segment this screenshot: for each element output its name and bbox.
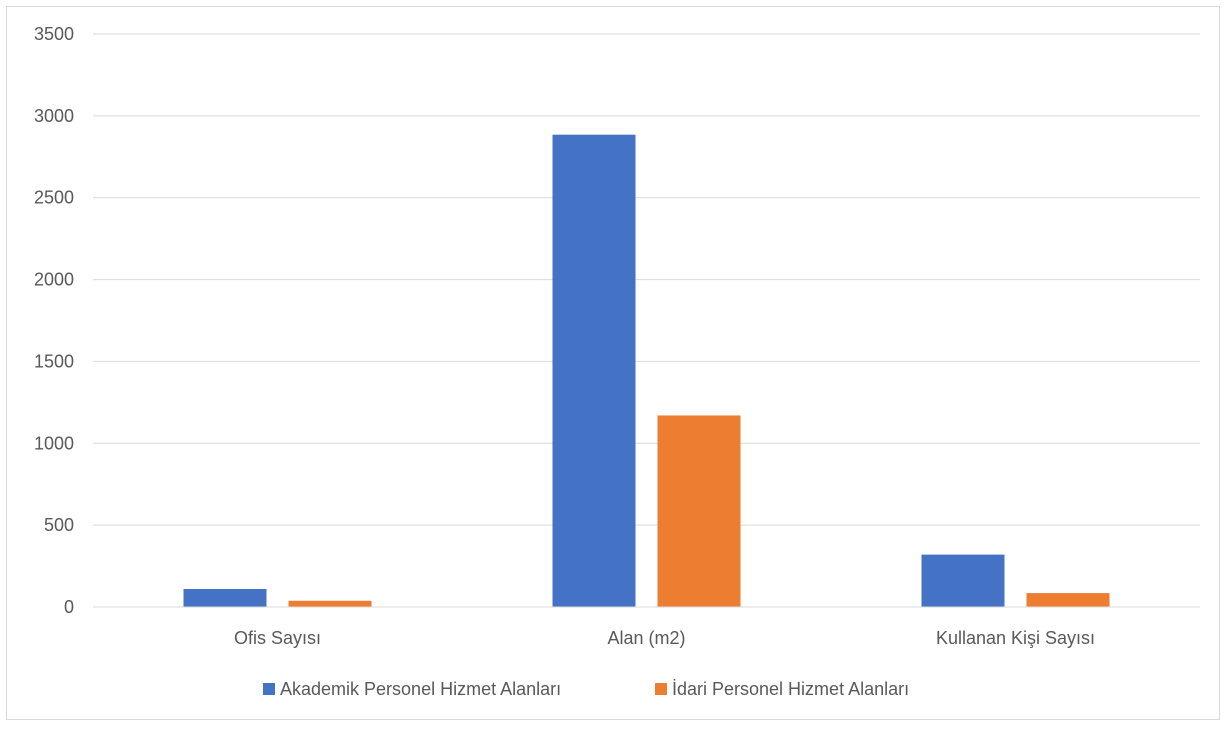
x-tick-label: Kullanan Kişi Sayısı xyxy=(936,628,1095,648)
x-tick-label: Alan (m2) xyxy=(607,628,685,648)
y-tick-label: 3000 xyxy=(34,106,74,126)
y-tick-label: 0 xyxy=(64,597,74,617)
legend-swatch xyxy=(263,683,275,695)
y-axis-ticks: 0 500 1000 1500 2000 2500 3000 3500 xyxy=(34,24,74,617)
y-tick-label: 2000 xyxy=(34,270,74,290)
y-tick-label: 500 xyxy=(44,515,74,535)
x-tick-label: Ofis Sayısı xyxy=(234,628,321,648)
legend: Akademik Personel Hizmet Alanları İdari P… xyxy=(263,679,909,699)
bar-idari-2 xyxy=(1026,593,1110,607)
bar-akademik-0 xyxy=(183,588,267,607)
bar-idari-1 xyxy=(657,415,741,607)
bar-akademik-1 xyxy=(552,134,636,608)
bar-akademik-2 xyxy=(921,554,1005,607)
y-tick-label: 3500 xyxy=(34,24,74,44)
y-tick-label: 1500 xyxy=(34,351,74,371)
bars xyxy=(183,134,1110,608)
gridlines xyxy=(93,33,1200,526)
bar-idari-0 xyxy=(288,600,372,607)
legend-label: İdari Personel Hizmet Alanları xyxy=(672,679,909,699)
y-tick-label: 2500 xyxy=(34,188,74,208)
legend-label: Akademik Personel Hizmet Alanları xyxy=(280,679,561,699)
legend-swatch xyxy=(655,683,667,695)
y-tick-label: 1000 xyxy=(34,433,74,453)
x-axis-ticks: Ofis Sayısı Alan (m2) Kullanan Kişi Sayısı xyxy=(234,628,1095,648)
